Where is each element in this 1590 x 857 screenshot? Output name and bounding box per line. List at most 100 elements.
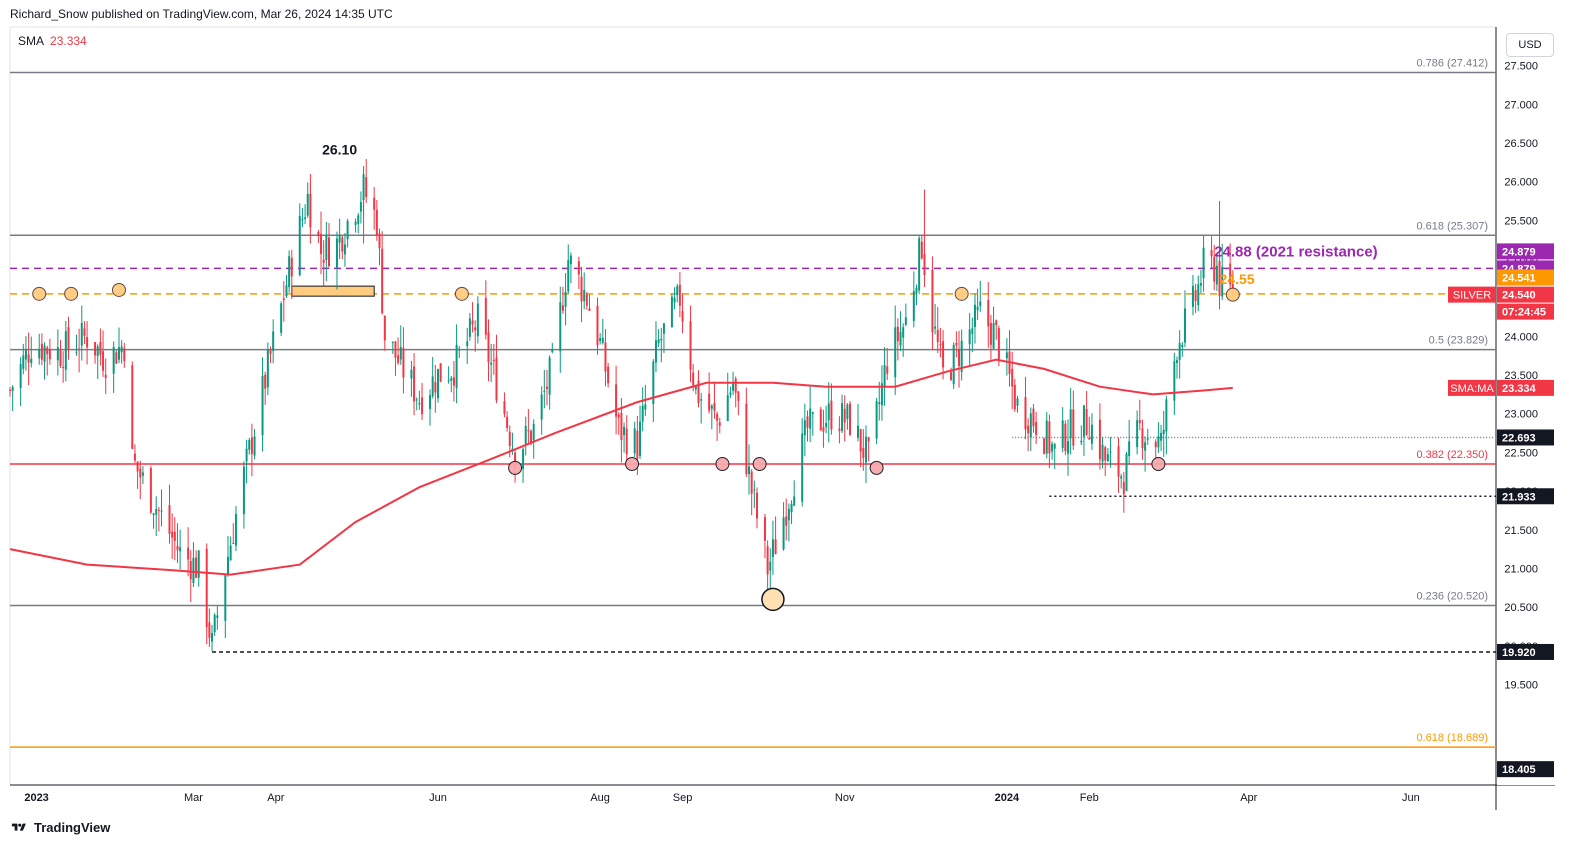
candle-body <box>604 342 607 372</box>
support-touch-marker <box>869 460 884 475</box>
candle-body <box>1027 425 1030 434</box>
candle-body <box>383 315 386 341</box>
fib-level-label: 0.786 (27.412) <box>1416 57 1488 69</box>
candle-body <box>242 466 245 515</box>
series-tag-label: SMA:MA <box>1450 383 1494 395</box>
candle-body <box>152 513 155 515</box>
candle-body <box>19 363 22 388</box>
candle-body <box>992 323 995 349</box>
candle-body <box>995 320 998 325</box>
candle-body <box>490 362 493 365</box>
candle-body <box>530 430 533 443</box>
candle-body <box>923 254 926 276</box>
candle-body <box>317 231 320 236</box>
candle-body <box>726 395 729 422</box>
series-tag-label: SILVER <box>1453 290 1491 302</box>
price-axis-label-bg <box>1497 429 1554 446</box>
candle-body <box>211 633 214 642</box>
candle-body <box>139 468 142 478</box>
sma-indicator-legend[interactable]: SMA 23.334 <box>18 34 87 48</box>
candle-body <box>811 412 814 414</box>
candle-body <box>503 401 506 414</box>
candle-body <box>559 302 562 352</box>
candle-body <box>864 436 867 463</box>
price-axis-label-bg <box>1497 303 1554 320</box>
candle-body <box>875 401 878 439</box>
candle-body <box>234 513 237 546</box>
candle-body <box>187 547 190 560</box>
resistance-touch-marker <box>32 286 47 301</box>
candle-body <box>1032 408 1035 427</box>
candle-body <box>1162 429 1165 435</box>
y-tick-label: 19.500 <box>1504 679 1538 691</box>
candle-body <box>1005 352 1008 359</box>
candle-body <box>769 561 772 571</box>
candle-body <box>880 383 883 406</box>
candle-body <box>447 380 450 382</box>
candle-body <box>325 235 328 260</box>
price-axis-label: 23.334 <box>1502 383 1537 395</box>
candle-body <box>40 343 43 360</box>
candle-body <box>56 347 59 361</box>
fib-level-label: 0.618 (18.689) <box>1416 732 1488 744</box>
fib-level-label: 0.5 (23.829) <box>1429 335 1488 347</box>
price-axis-label: 24.541 <box>1502 273 1536 285</box>
candle-body <box>1176 360 1178 364</box>
price-axis-label-bg <box>1497 243 1554 260</box>
candle-body <box>136 461 139 472</box>
candle-body <box>734 378 737 393</box>
candle-body <box>543 390 546 392</box>
x-tick-label: 2024 <box>995 792 1020 804</box>
candle-body <box>1051 443 1054 452</box>
candle-body <box>793 496 796 506</box>
candle-body <box>429 395 432 409</box>
candle-body <box>149 467 152 513</box>
candle-body <box>59 350 62 366</box>
candle-body <box>224 574 227 621</box>
candle-body <box>269 349 272 354</box>
candle-body <box>1048 421 1051 454</box>
candle-body <box>904 317 907 325</box>
candle-body <box>1202 247 1205 279</box>
candle-body <box>322 259 325 263</box>
candle-body <box>583 290 586 302</box>
currency-button[interactable]: USD <box>1506 33 1554 57</box>
price-axis-label-bg <box>1497 643 1554 660</box>
candle-body <box>617 414 620 418</box>
candle-body <box>763 517 766 541</box>
candle-body <box>450 378 453 381</box>
candle-body <box>38 349 41 359</box>
price-axis-label: 22.693 <box>1502 432 1536 444</box>
candle-body <box>827 403 830 421</box>
candle-body <box>894 327 897 378</box>
candle-body <box>737 391 740 401</box>
tradingview-logo[interactable]: TradingView <box>10 820 110 835</box>
candle-body <box>248 440 251 450</box>
candle-body <box>335 238 338 268</box>
candle-body <box>673 298 676 303</box>
candle-body <box>1157 436 1160 448</box>
candle-body <box>774 539 777 555</box>
candle-body <box>359 202 362 212</box>
candle-body <box>365 177 368 197</box>
price-axis-label: 24.540 <box>1502 290 1536 302</box>
candle-body <box>466 341 469 347</box>
candle-body <box>942 341 945 368</box>
candle-body <box>1043 438 1046 454</box>
tradingview-logo-icon <box>11 823 26 831</box>
candle-body <box>825 422 828 428</box>
x-tick-label: Aug <box>590 792 610 804</box>
candle-body <box>415 399 418 401</box>
candle-body <box>298 215 301 276</box>
candle-body <box>1098 419 1101 460</box>
candle-body <box>399 346 402 360</box>
candle-body <box>11 386 14 391</box>
swing-low-marker <box>761 587 785 612</box>
candle-body <box>654 340 657 363</box>
price-axis-label-bg <box>1497 379 1554 396</box>
candle-body <box>878 402 881 404</box>
candle-body <box>918 238 921 291</box>
candle-body <box>102 351 105 371</box>
y-tick-label: 27.000 <box>1504 99 1538 111</box>
